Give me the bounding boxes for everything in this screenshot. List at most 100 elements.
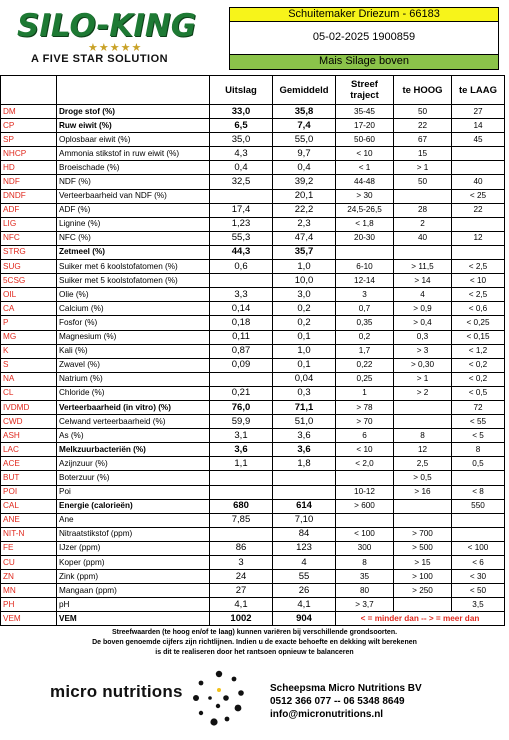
row-uitslag: 35,0 [209, 132, 273, 148]
row-streef: 20-30 [335, 230, 394, 246]
row-te-hoog: > 11,5 [393, 259, 452, 275]
row-gemiddeld: 71,1 [272, 399, 336, 416]
table-row: ADF ADF (%) 17,4 22,2 24,5-26,5 28 22 [0, 202, 505, 218]
row-gemiddeld: 0,1 [272, 357, 336, 373]
table-row: CAL Energie (calorieën) 680 614 > 600 550 [0, 498, 505, 514]
row-streef: 0,25 [335, 371, 394, 387]
row-te-hoog: 50 [393, 103, 452, 120]
table-row: CL Chloride (%) 0,21 0,3 1 > 2 < 0,5 [0, 385, 505, 401]
row-parameter: Ruw eiwit (%) [56, 118, 210, 134]
row-te-laag: < 0,2 [451, 357, 505, 373]
row-parameter: Boterzuur (%) [56, 470, 210, 486]
row-gemiddeld: 1,8 [272, 456, 336, 472]
row-uitslag [209, 371, 273, 387]
row-gemiddeld: 4,1 [272, 597, 336, 613]
row-code: S [0, 357, 57, 373]
company-name: Scheepsma Micro Nutritions BV [270, 683, 422, 694]
row-gemiddeld: 614 [272, 498, 336, 514]
row-streef: 24,5-26,5 [335, 202, 394, 218]
row-parameter: Chloride (%) [56, 385, 210, 401]
row-te-hoog: > 2 [393, 385, 452, 401]
row-code: P [0, 315, 57, 331]
row-streef: 300 [335, 540, 394, 557]
header-streef-traject: Streef traject [335, 75, 394, 105]
row-uitslag: 27 [209, 583, 273, 599]
row-gemiddeld: 0,2 [272, 315, 336, 331]
row-parameter: Zetmeel (%) [56, 244, 210, 261]
row-parameter: Mangaan (ppm) [56, 583, 210, 599]
row-te-hoog: > 0,5 [393, 470, 452, 486]
row-code: 5CSG [0, 273, 57, 289]
row-parameter: Calcium (%) [56, 301, 210, 317]
row-te-hoog [393, 414, 452, 430]
row-parameter: Melkzuurbacteriën (%) [56, 442, 210, 458]
row-uitslag: 0,87 [209, 343, 273, 359]
row-code: CL [0, 385, 57, 401]
row-streef: 35 [335, 569, 394, 585]
row-parameter: Koper (ppm) [56, 554, 210, 571]
footnote: Streefwaarden (te hoog en/of te laag) ku… [0, 628, 509, 658]
row-code: ACE [0, 456, 57, 472]
row-te-laag: 8 [451, 442, 505, 458]
row-te-hoog [393, 512, 452, 528]
row-te-hoog: 15 [393, 146, 452, 162]
row-parameter: Zwavel (%) [56, 357, 210, 373]
row-gemiddeld [272, 470, 336, 486]
row-uitslag: 4,1 [209, 597, 273, 613]
row-streef: 1 [335, 385, 394, 401]
row-parameter: Verteerbaarheid (in vitro) (%) [56, 399, 210, 416]
table-row: CA Calcium (%) 0,14 0,2 0,7 > 0,9 < 0,6 [0, 301, 505, 317]
row-streef: 0,7 [335, 301, 394, 317]
table-row: SP Oplosbaar eiwit (%) 35,0 55,0 50-60 67 45 [0, 132, 505, 148]
row-parameter: NFC (%) [56, 230, 210, 246]
row-uitslag: 76,0 [209, 399, 273, 416]
row-te-hoog: > 3 [393, 343, 452, 359]
micro-nutritions-logo-text: micro nutritions [50, 682, 183, 701]
sample-type: Mais Silage boven [229, 55, 499, 70]
row-uitslag: 1002 [209, 611, 273, 627]
row-code: DNDF [0, 188, 57, 204]
footnote-line-2: De boven genoemde cijfers zijn richtlijn… [92, 639, 417, 646]
row-uitslag: 680 [209, 498, 273, 514]
row-uitslag: 0,18 [209, 315, 273, 331]
row-parameter: pH [56, 597, 210, 613]
row-gemiddeld: 10,0 [272, 273, 336, 289]
legend-note: < = minder dan -- > = meer dan [335, 611, 505, 627]
row-te-laag [451, 244, 505, 261]
row-uitslag [209, 484, 273, 500]
table-row: NA Natrium (%) 0,04 0,25 > 1 < 0,2 [0, 371, 505, 387]
row-parameter: Suiker met 5 koolstofatomen (%) [56, 273, 210, 289]
phone-numbers: 0512 366 077 -- 06 5348 8649 [270, 696, 405, 707]
row-streef: > 600 [335, 498, 394, 514]
row-streef: 3 [335, 287, 394, 303]
row-te-hoog: 28 [393, 202, 452, 218]
row-streef: < 1,8 [335, 216, 394, 232]
row-te-hoog: > 500 [393, 540, 452, 557]
row-te-hoog [393, 399, 452, 416]
table-row: P Fosfor (%) 0,18 0,2 0,35 > 0,4 < 0,25 [0, 315, 505, 331]
row-te-hoog: > 700 [393, 526, 452, 542]
row-streef: 6-10 [335, 259, 394, 275]
row-te-hoog: > 16 [393, 484, 452, 500]
row-parameter: VEM [56, 611, 210, 627]
table-row: VEM VEM 1002 904 < = minder dan -- > = meer … [0, 611, 505, 627]
row-te-hoog: > 1 [393, 371, 452, 387]
row-uitslag: 32,5 [209, 174, 273, 190]
table-row: PH pH 4,1 4,1 > 3,7 3,5 [0, 597, 505, 613]
table-row: BUT Boterzuur (%) > 0,5 [0, 470, 505, 486]
row-te-hoog [393, 597, 452, 613]
table-row: 5CSG Suiker met 5 koolstofatomen (%) 10,0 1… [0, 273, 505, 289]
row-gemiddeld: 0,04 [272, 371, 336, 387]
row-streef: 8 [335, 554, 394, 571]
row-uitslag: 24 [209, 569, 273, 585]
row-code: OIL [0, 287, 57, 303]
row-parameter: Broeischade (%) [56, 160, 210, 176]
row-te-hoog: 0,3 [393, 329, 452, 345]
row-te-laag: < 5 [451, 428, 505, 444]
row-te-hoog: 8 [393, 428, 452, 444]
row-code: CP [0, 118, 57, 134]
row-streef: 0,22 [335, 357, 394, 373]
row-uitslag: 86 [209, 540, 273, 557]
row-te-hoog: 2,5 [393, 456, 452, 472]
row-uitslag: 1,23 [209, 216, 273, 232]
